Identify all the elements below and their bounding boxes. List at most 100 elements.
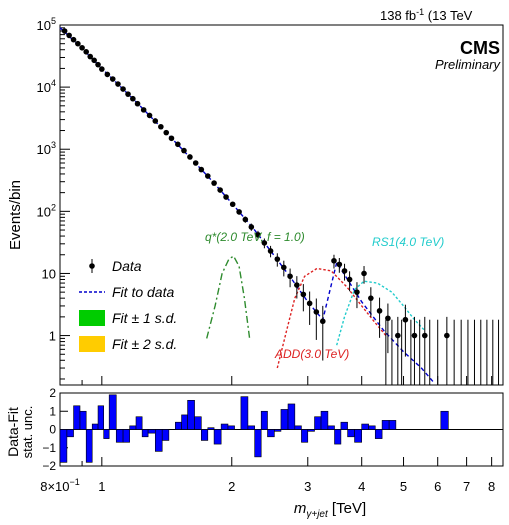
data-point <box>211 180 217 186</box>
signal-label-add: ADD(3.0 TeV) <box>274 347 349 361</box>
data-point <box>158 123 164 130</box>
legend-label: Fit ± 1 s.d. <box>112 310 177 326</box>
data-point <box>361 270 367 277</box>
data-point <box>336 261 343 268</box>
data-point <box>242 216 249 223</box>
legend-label: Fit ± 2 s.d. <box>112 336 177 352</box>
data-point <box>306 300 313 307</box>
ratio-bar <box>181 414 188 430</box>
ratio-bar <box>187 399 195 430</box>
x-tick-label: 1 <box>98 479 105 494</box>
data-point <box>287 273 293 280</box>
data-point <box>95 61 101 68</box>
ratio-bar <box>440 410 449 430</box>
ratio-bar <box>85 429 93 463</box>
data-point <box>236 209 242 215</box>
ratio-bar <box>97 405 104 430</box>
ratio-bar <box>227 425 235 430</box>
data-point <box>66 32 72 39</box>
data-point <box>187 154 193 160</box>
ratio-bar <box>154 429 163 452</box>
data-point <box>217 187 223 193</box>
data-point <box>205 173 211 179</box>
ratio-bar <box>66 429 74 438</box>
ratio-plot: 8×10−1 1 2 3 4 5 6 7 8 2 1 0 −1 −2 <box>40 386 503 494</box>
data-point <box>300 291 307 298</box>
ratio-bar <box>368 425 376 430</box>
ratio-bar <box>213 429 222 445</box>
data-point <box>79 44 85 51</box>
data-point <box>267 248 274 254</box>
signal-label-rs1: RS1(4.0 TeV) <box>372 235 444 249</box>
data-point <box>421 332 428 339</box>
data-point <box>99 66 105 72</box>
legend-swatch-data-point <box>89 263 95 269</box>
ratio-bar <box>327 425 335 430</box>
data-point <box>120 86 126 92</box>
ratio-bar <box>194 416 202 430</box>
y-tick-label: 104 <box>37 78 56 95</box>
data-point <box>368 295 374 301</box>
ratio-bar <box>247 425 255 430</box>
data-point <box>294 282 300 288</box>
ratio-bar <box>147 429 156 434</box>
data-point <box>87 53 94 60</box>
ratio-bar <box>115 429 124 443</box>
legend-label: Fit to data <box>112 284 174 300</box>
ratio-bar <box>207 427 215 430</box>
x-tick-label: 5 <box>400 479 407 494</box>
ratio-bar <box>361 423 369 430</box>
data-point <box>70 36 77 43</box>
ratio-bar <box>220 423 229 430</box>
data-point <box>125 91 131 97</box>
data-point <box>255 231 261 238</box>
ratio-bar <box>287 403 296 430</box>
ratio-bar <box>301 429 309 443</box>
data-point <box>198 166 205 173</box>
ratio-bar <box>320 410 329 430</box>
data-point <box>331 257 337 264</box>
data-point <box>354 289 360 295</box>
data-point <box>319 318 326 325</box>
legend-label: Data <box>112 258 142 274</box>
x-axis-title: mγ+jet [TeV] <box>294 500 366 520</box>
data-point <box>109 76 116 82</box>
data-point <box>104 71 111 78</box>
ratio-y-tick-label: 1 <box>49 404 56 418</box>
data-point <box>261 240 268 246</box>
legend-swatch-band <box>79 310 105 326</box>
x-tick-label: 2 <box>228 479 235 494</box>
ratio-bar <box>161 429 170 441</box>
x-tick-label: 7 <box>463 479 470 494</box>
y-tick-label: 105 <box>37 16 56 33</box>
main-frame <box>59 24 504 386</box>
ratio-y-tick-label: 2 <box>49 386 56 400</box>
data-point <box>91 57 97 64</box>
ratio-y-tick-label: 0 <box>49 423 56 437</box>
y-tick-label: 102 <box>37 202 56 219</box>
ratio-bar <box>274 429 282 432</box>
ratio-bar <box>103 429 110 439</box>
data-point <box>395 332 401 339</box>
ratio-bar <box>73 405 81 430</box>
ratio-bar <box>79 410 87 430</box>
ratio-bar <box>294 425 302 430</box>
data-point <box>281 264 287 271</box>
ratio-bar <box>129 425 137 430</box>
x-tick-label: 4 <box>358 479 365 494</box>
ratio-bar <box>267 429 275 438</box>
series-line <box>336 280 426 346</box>
y-axis-title: Events/bin <box>7 180 24 250</box>
ratio-bar <box>314 416 322 430</box>
data-point <box>223 194 229 200</box>
data-point <box>274 256 281 262</box>
y-tick-label: 1 <box>49 329 56 344</box>
ratio-bar <box>347 429 355 438</box>
data-point <box>134 100 141 107</box>
x-tick-label: 3 <box>304 479 311 494</box>
data-point <box>175 141 181 148</box>
ratio-bar <box>59 429 68 463</box>
ratio-y-tick-label: −1 <box>42 441 56 455</box>
ratio-bar <box>260 410 268 430</box>
